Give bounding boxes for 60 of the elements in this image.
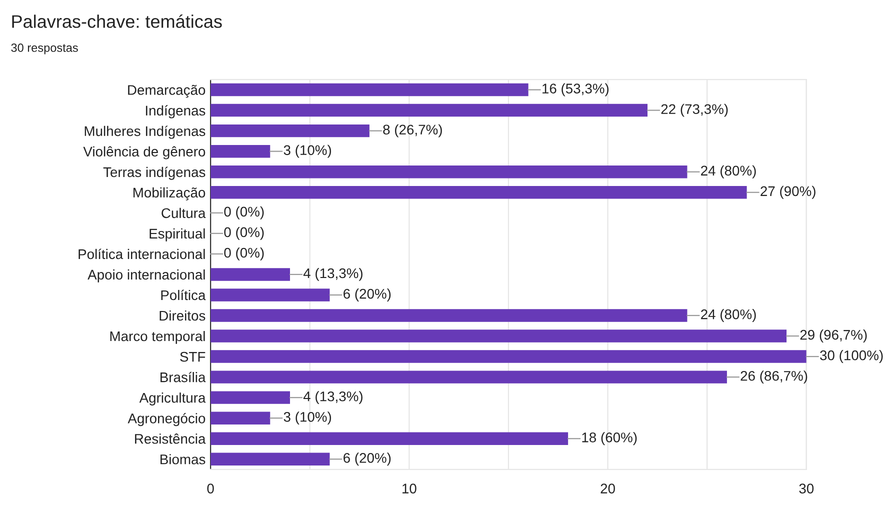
bar [210, 186, 747, 199]
data-label: 24 (80%) [701, 165, 756, 178]
y-tick-label: Terras indígenas [103, 166, 206, 180]
y-tick-label: Brasília [160, 372, 206, 382]
x-tick-label: 30 [799, 484, 814, 494]
y-tick-label: Resistência [135, 434, 206, 444]
bar [210, 330, 787, 342]
y-tick-label: Marco temporal [110, 330, 205, 344]
bar [210, 288, 330, 302]
data-label: 26 (86,7%) [740, 370, 808, 384]
bar [210, 370, 727, 384]
bar [210, 350, 806, 363]
y-tick-label: Mulheres Indígenas [84, 126, 206, 139]
y-tick-label: Espiritual [150, 228, 205, 242]
bar [210, 432, 568, 445]
y-tick-label: Política internacional [78, 248, 205, 260]
data-label: 16 (53,3%) [542, 83, 609, 96]
chart-title: Palavras-chave: temáticas [12, 14, 222, 28]
y-tick-label: Agronegócio [128, 412, 206, 426]
y-tick-label: Biomas [160, 454, 206, 464]
data-label: 0 (0%) [224, 206, 264, 220]
data-label: 18 (60%) [582, 432, 637, 446]
data-label: 3 (10%) [284, 412, 332, 425]
text: 30 respostas [11, 44, 78, 54]
data-label: 29 (96,7%) [800, 330, 867, 342]
bar [210, 309, 688, 322]
data-label: 4 (13,3%) [303, 391, 362, 404]
data-label: 30 (100%) [820, 350, 883, 363]
data-label: 0 (0%) [224, 226, 264, 240]
bar [210, 83, 528, 96]
x-tick-label: 20 [600, 484, 615, 494]
y-tick-label: STF [180, 352, 206, 362]
data-label: 0 (0%) [224, 247, 264, 260]
x-tick-label: 0 [207, 484, 214, 494]
bar [210, 144, 270, 158]
y-tick-label: Direitos [160, 310, 206, 321]
data-label: 4 (13,3%) [303, 268, 362, 281]
data-label: 8 (26,7%) [383, 124, 442, 138]
bar [210, 268, 290, 281]
bar [210, 165, 688, 178]
x-tick-label: 10 [402, 484, 416, 494]
data-label: 24 (80%) [701, 309, 756, 322]
bar [210, 391, 290, 404]
y-tick-label: Mobilização [134, 187, 206, 200]
y-tick-label: Apoio internacional [88, 269, 205, 282]
y-tick-label: Demarcação [128, 84, 206, 98]
y-tick-label: Política [161, 290, 206, 300]
y-tick-label: Agricultura [139, 392, 206, 406]
data-label: 3 (10%) [284, 144, 332, 158]
y-tick-label: Violência de gênero [83, 146, 206, 160]
data-label: 6 (20%) [344, 288, 391, 302]
data-label: 6 (20%) [344, 452, 391, 466]
bar [210, 412, 270, 424]
data-label: 27 (90%) [760, 186, 816, 199]
bar [210, 124, 370, 138]
y-tick-label: Cultura [162, 208, 206, 218]
bar [210, 452, 330, 466]
bar [210, 104, 648, 117]
y-tick-label: Indígenas [146, 105, 206, 118]
data-label: 22 (73,3%) [661, 104, 728, 117]
